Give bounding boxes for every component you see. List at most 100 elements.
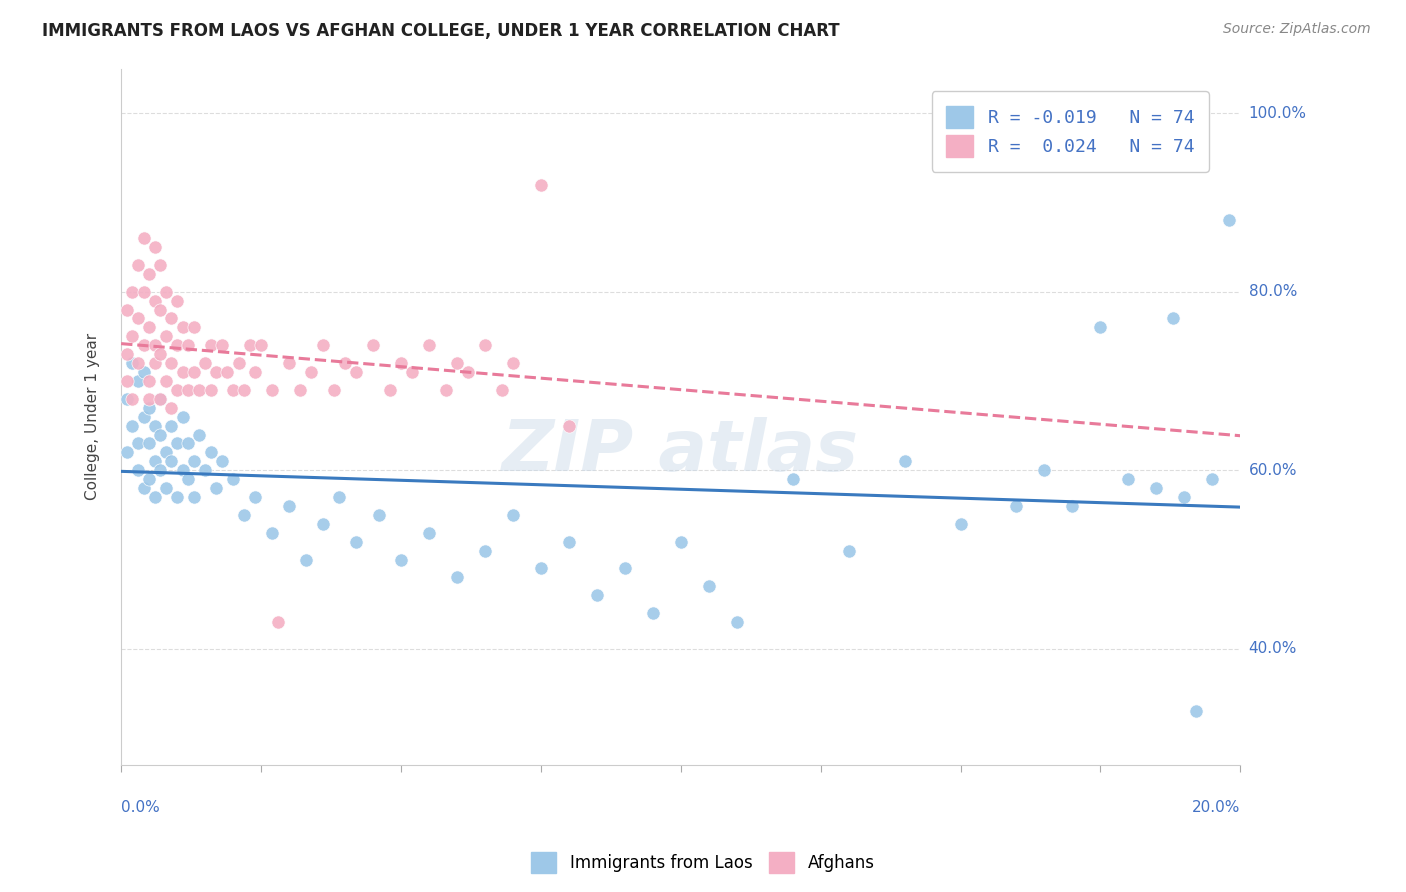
Point (474, 338, 496, 352)
Point (378, 383, 401, 397)
Point (127, 311, 149, 326)
Point (160, 418, 183, 433)
Point (166, 383, 188, 397)
Point (177, 472, 200, 486)
Point (558, 418, 581, 433)
Point (1218, 213, 1240, 227)
Point (1173, 490, 1195, 504)
Point (434, 383, 457, 397)
Point (166, 436, 188, 450)
Point (172, 320, 194, 334)
Point (893, 454, 915, 468)
Point (143, 490, 166, 504)
Point (121, 392, 143, 406)
Point (1033, 463, 1056, 477)
Point (138, 436, 160, 450)
Point (389, 552, 412, 566)
Point (262, 525, 284, 540)
Point (127, 374, 149, 388)
Point (149, 392, 172, 406)
Point (143, 454, 166, 468)
Point (132, 409, 155, 424)
Point (344, 534, 367, 549)
Point (172, 463, 194, 477)
Point (166, 490, 188, 504)
Point (418, 338, 440, 352)
Point (1090, 320, 1112, 334)
Point (127, 463, 149, 477)
Point (205, 365, 228, 379)
Point (228, 356, 250, 370)
Point (183, 490, 205, 504)
Point (641, 606, 664, 620)
Point (311, 338, 333, 352)
Point (149, 258, 172, 272)
Text: 80.0%: 80.0% (1249, 285, 1296, 299)
Point (217, 365, 239, 379)
Point (132, 365, 155, 379)
Point (725, 615, 748, 629)
Y-axis label: College, Under 1 year: College, Under 1 year (86, 333, 100, 500)
Point (143, 418, 166, 433)
Point (200, 383, 222, 397)
Text: 40.0%: 40.0% (1249, 641, 1296, 657)
Text: Source: ZipAtlas.com: Source: ZipAtlas.com (1223, 22, 1371, 37)
Point (1062, 499, 1084, 513)
Point (233, 383, 256, 397)
Point (172, 365, 194, 379)
Point (194, 356, 217, 370)
Point (949, 516, 972, 531)
Point (177, 383, 200, 397)
Text: 0.0%: 0.0% (121, 799, 160, 814)
Point (115, 347, 138, 361)
Point (149, 392, 172, 406)
Point (1161, 311, 1184, 326)
Point (530, 178, 553, 192)
Point (149, 302, 172, 317)
Point (138, 267, 160, 281)
Point (127, 258, 149, 272)
Text: 20.0%: 20.0% (1192, 799, 1240, 814)
Point (530, 561, 553, 575)
Point (361, 338, 384, 352)
Point (138, 392, 160, 406)
Point (502, 356, 524, 370)
Point (401, 365, 423, 379)
Point (1144, 481, 1167, 495)
Point (211, 338, 233, 352)
Point (149, 463, 172, 477)
Point (333, 356, 356, 370)
Point (132, 231, 155, 245)
Point (491, 383, 513, 397)
Point (115, 392, 138, 406)
Point (697, 579, 720, 593)
Point (262, 383, 284, 397)
Point (222, 383, 245, 397)
Point (200, 445, 222, 459)
Point (183, 454, 205, 468)
Point (418, 525, 440, 540)
Point (205, 481, 228, 495)
Point (328, 490, 350, 504)
Point (160, 401, 183, 415)
Point (222, 472, 245, 486)
Point (389, 356, 412, 370)
Point (127, 436, 149, 450)
Point (245, 365, 267, 379)
Point (138, 472, 160, 486)
Point (290, 383, 312, 397)
Point (245, 490, 267, 504)
Legend: R = -0.019   N = 74, R =  0.024   N = 74: R = -0.019 N = 74, R = 0.024 N = 74 (932, 92, 1209, 171)
Text: 100.0%: 100.0% (1249, 105, 1306, 120)
Point (132, 285, 155, 299)
Point (155, 481, 177, 495)
Point (267, 615, 290, 629)
Point (160, 311, 183, 326)
Point (172, 409, 194, 424)
Point (149, 427, 172, 442)
Point (188, 383, 211, 397)
Point (1118, 472, 1140, 486)
Point (155, 374, 177, 388)
Point (194, 463, 217, 477)
Point (155, 329, 177, 343)
